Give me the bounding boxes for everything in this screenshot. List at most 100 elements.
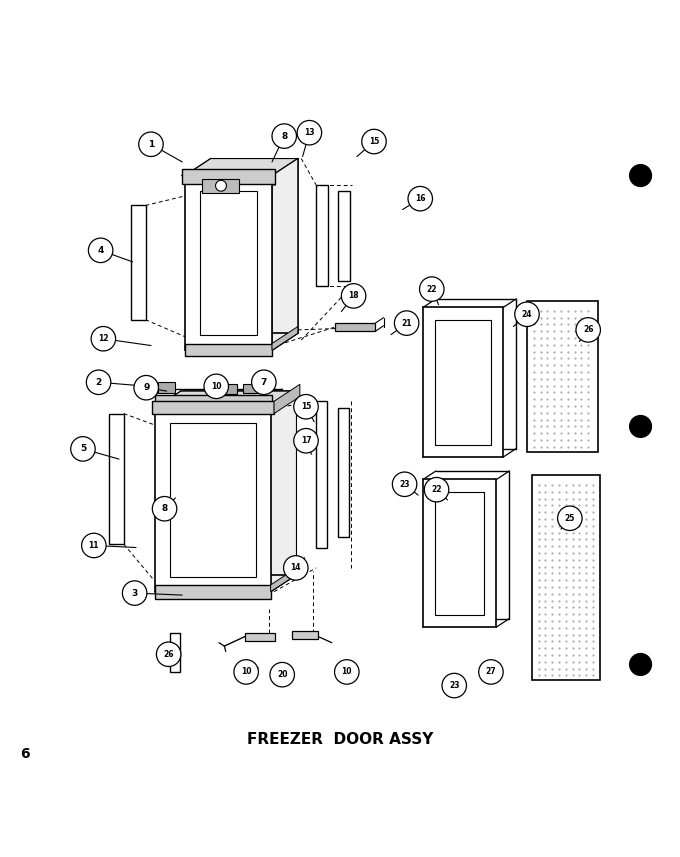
- Circle shape: [152, 496, 177, 521]
- Text: 10: 10: [241, 668, 252, 676]
- Bar: [338, 408, 349, 537]
- Circle shape: [294, 394, 318, 419]
- Circle shape: [424, 477, 449, 502]
- Text: 11: 11: [88, 541, 99, 550]
- Circle shape: [204, 375, 228, 399]
- Circle shape: [515, 302, 539, 327]
- Circle shape: [234, 660, 258, 684]
- Bar: [316, 185, 328, 285]
- Text: 7: 7: [260, 378, 267, 387]
- Circle shape: [630, 654, 651, 675]
- Circle shape: [630, 165, 651, 187]
- Text: 15: 15: [301, 402, 311, 411]
- Text: 4: 4: [97, 246, 104, 255]
- Bar: [155, 584, 271, 598]
- Circle shape: [297, 121, 322, 145]
- Bar: [109, 414, 124, 544]
- Bar: [152, 401, 274, 414]
- Text: 15: 15: [369, 137, 379, 146]
- Polygon shape: [271, 568, 296, 591]
- Bar: [338, 190, 350, 281]
- Circle shape: [139, 132, 163, 157]
- Circle shape: [134, 375, 158, 400]
- Text: 8: 8: [281, 132, 288, 141]
- Text: 10: 10: [341, 668, 352, 676]
- Circle shape: [71, 437, 95, 461]
- Text: 17: 17: [301, 436, 311, 446]
- Bar: [292, 631, 318, 639]
- Bar: [423, 480, 496, 627]
- Text: 26: 26: [163, 650, 174, 659]
- Text: 12: 12: [98, 334, 109, 344]
- Circle shape: [270, 662, 294, 687]
- Bar: [335, 323, 375, 332]
- Circle shape: [294, 428, 318, 453]
- Circle shape: [216, 180, 226, 191]
- Circle shape: [122, 581, 147, 605]
- Text: 26: 26: [583, 326, 594, 334]
- Circle shape: [442, 674, 466, 698]
- Text: 24: 24: [522, 309, 532, 319]
- Bar: [435, 492, 484, 614]
- Polygon shape: [274, 384, 300, 414]
- Text: 5: 5: [80, 445, 86, 453]
- Circle shape: [362, 129, 386, 153]
- Circle shape: [88, 238, 113, 262]
- Text: 22: 22: [426, 285, 437, 294]
- Circle shape: [394, 311, 419, 335]
- Text: 8: 8: [161, 504, 168, 513]
- Circle shape: [408, 187, 432, 211]
- Text: 10: 10: [211, 382, 222, 391]
- Polygon shape: [272, 327, 298, 351]
- Text: 14: 14: [290, 563, 301, 572]
- Text: 2: 2: [95, 378, 102, 387]
- Text: 1: 1: [148, 140, 154, 149]
- Bar: [243, 384, 264, 393]
- Text: 22: 22: [431, 485, 442, 494]
- Text: 13: 13: [304, 129, 315, 137]
- Bar: [316, 401, 327, 548]
- Text: 9: 9: [143, 383, 150, 393]
- Bar: [170, 632, 180, 672]
- Circle shape: [420, 277, 444, 302]
- Bar: [170, 423, 256, 577]
- Circle shape: [341, 284, 366, 309]
- Bar: [200, 190, 257, 335]
- Circle shape: [576, 318, 600, 342]
- Bar: [532, 475, 600, 680]
- Text: 21: 21: [401, 319, 412, 327]
- Circle shape: [156, 642, 181, 667]
- Text: 20: 20: [277, 670, 288, 679]
- Bar: [209, 384, 237, 394]
- Bar: [245, 632, 275, 641]
- Polygon shape: [272, 159, 298, 351]
- Circle shape: [91, 327, 116, 351]
- Circle shape: [284, 555, 308, 580]
- Circle shape: [558, 506, 582, 530]
- Bar: [435, 320, 491, 445]
- Text: 6: 6: [20, 746, 30, 760]
- Text: 23: 23: [449, 681, 460, 690]
- Bar: [131, 206, 146, 320]
- Bar: [182, 169, 275, 183]
- Bar: [527, 301, 598, 452]
- Circle shape: [479, 660, 503, 684]
- Polygon shape: [155, 391, 296, 408]
- Circle shape: [82, 533, 106, 558]
- Bar: [155, 408, 271, 591]
- Bar: [185, 344, 272, 356]
- Bar: [423, 308, 503, 457]
- Text: FREEZER  DOOR ASSY: FREEZER DOOR ASSY: [247, 733, 433, 747]
- Circle shape: [86, 370, 111, 394]
- Text: 3: 3: [131, 589, 138, 597]
- Text: 23: 23: [399, 480, 410, 488]
- Text: 18: 18: [348, 291, 359, 301]
- Circle shape: [335, 660, 359, 684]
- Bar: [202, 179, 239, 193]
- Circle shape: [392, 472, 417, 496]
- Text: 16: 16: [415, 195, 426, 203]
- Text: 25: 25: [564, 513, 575, 523]
- Circle shape: [630, 416, 651, 437]
- Polygon shape: [185, 159, 298, 176]
- Bar: [158, 382, 175, 393]
